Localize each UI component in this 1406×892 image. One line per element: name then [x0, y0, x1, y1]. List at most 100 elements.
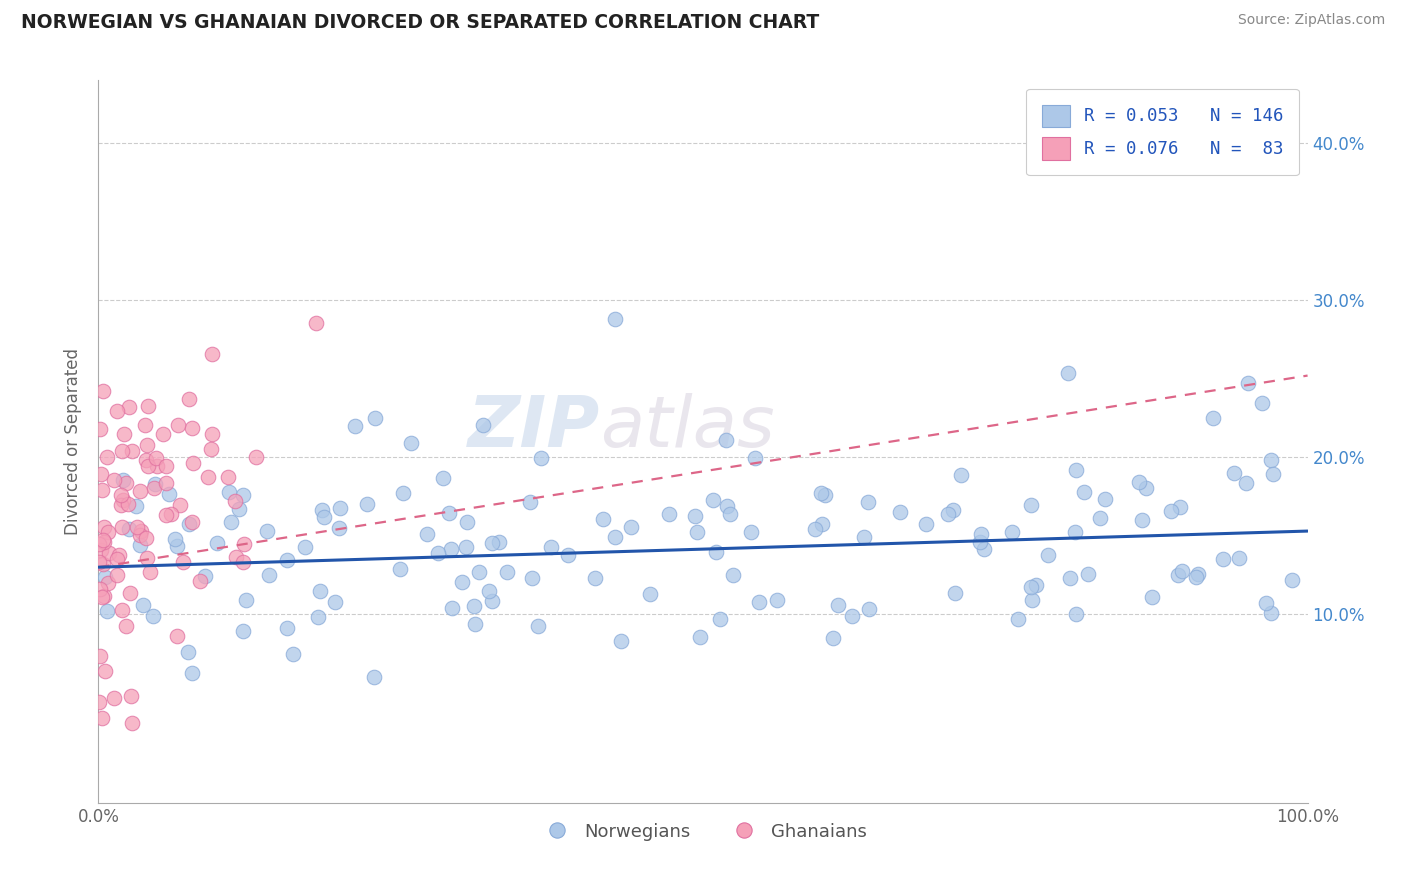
Point: [309, 584, 332, 599]
Point: [943, 586, 966, 600]
Point: [294, 540, 316, 554]
Point: [91, 711, 114, 725]
Point: [540, 540, 562, 554]
Point: [481, 536, 503, 550]
Point: [1001, 524, 1024, 539]
Point: [201, 347, 224, 361]
Point: [740, 524, 762, 539]
Point: [177, 645, 200, 659]
Point: [89, 648, 111, 663]
Point: [620, 520, 643, 534]
Point: [603, 531, 626, 545]
Point: [114, 619, 136, 633]
Point: [1263, 467, 1285, 482]
Point: [96, 604, 118, 618]
Point: [111, 492, 134, 507]
Point: [638, 587, 661, 601]
Point: [704, 545, 727, 559]
Point: [87, 695, 110, 709]
Point: [165, 532, 187, 546]
Point: [97, 524, 120, 539]
Point: [969, 535, 991, 549]
Point: [96, 450, 118, 465]
Point: [609, 634, 631, 648]
Point: [111, 520, 134, 534]
Point: [1160, 503, 1182, 517]
Point: [283, 648, 305, 662]
Point: [311, 503, 333, 517]
Point: [721, 568, 744, 582]
Point: [167, 418, 190, 433]
Point: [90, 467, 112, 482]
Point: [132, 598, 155, 612]
Point: [91, 590, 114, 604]
Point: [225, 550, 247, 565]
Point: [117, 497, 139, 511]
Point: [180, 665, 202, 680]
Point: [257, 567, 280, 582]
Point: [1223, 466, 1246, 480]
Point: [112, 426, 135, 441]
Point: [90, 483, 112, 497]
Point: [93, 557, 115, 571]
Point: [363, 670, 385, 684]
Point: [810, 486, 832, 500]
Point: [1073, 485, 1095, 500]
Point: [401, 436, 423, 450]
Point: [110, 488, 132, 502]
Point: [105, 404, 128, 418]
Point: [94, 570, 117, 584]
Point: [1202, 410, 1225, 425]
Point: [702, 493, 724, 508]
Point: [709, 612, 731, 626]
Point: [194, 568, 217, 582]
Point: [135, 453, 157, 467]
Point: [200, 442, 222, 456]
Point: [811, 517, 834, 532]
Text: atlas: atlas: [600, 392, 775, 461]
Point: [312, 509, 335, 524]
Point: [1021, 593, 1043, 607]
Point: [1167, 568, 1189, 582]
Point: [121, 715, 143, 730]
Point: [889, 505, 911, 519]
Point: [276, 621, 298, 635]
Point: [364, 410, 387, 425]
Point: [329, 501, 352, 516]
Point: [685, 508, 707, 523]
Point: [228, 501, 250, 516]
Point: [91, 384, 114, 399]
Point: [463, 599, 485, 613]
Point: [97, 575, 120, 590]
Point: [748, 595, 770, 609]
Point: [415, 527, 437, 541]
Point: [1187, 566, 1209, 581]
Point: [245, 450, 267, 464]
Point: [456, 540, 478, 554]
Point: [205, 536, 228, 550]
Point: [658, 507, 681, 521]
Point: [136, 458, 159, 473]
Point: [471, 417, 494, 432]
Point: [1090, 510, 1112, 524]
Point: [256, 524, 278, 538]
Point: [125, 499, 148, 513]
Point: [583, 571, 606, 585]
Point: [1019, 499, 1042, 513]
Text: Source: ZipAtlas.com: Source: ZipAtlas.com: [1237, 13, 1385, 28]
Point: [160, 508, 183, 522]
Point: [1237, 376, 1260, 390]
Point: [111, 443, 134, 458]
Point: [527, 619, 550, 633]
Point: [91, 533, 114, 547]
Point: [87, 537, 110, 551]
Point: [103, 473, 125, 487]
Point: [89, 555, 111, 569]
Point: [1007, 612, 1029, 626]
Point: [1036, 548, 1059, 562]
Point: [1254, 596, 1277, 610]
Point: [181, 421, 204, 435]
Point: [201, 426, 224, 441]
Point: [1140, 590, 1163, 604]
Point: [530, 451, 553, 466]
